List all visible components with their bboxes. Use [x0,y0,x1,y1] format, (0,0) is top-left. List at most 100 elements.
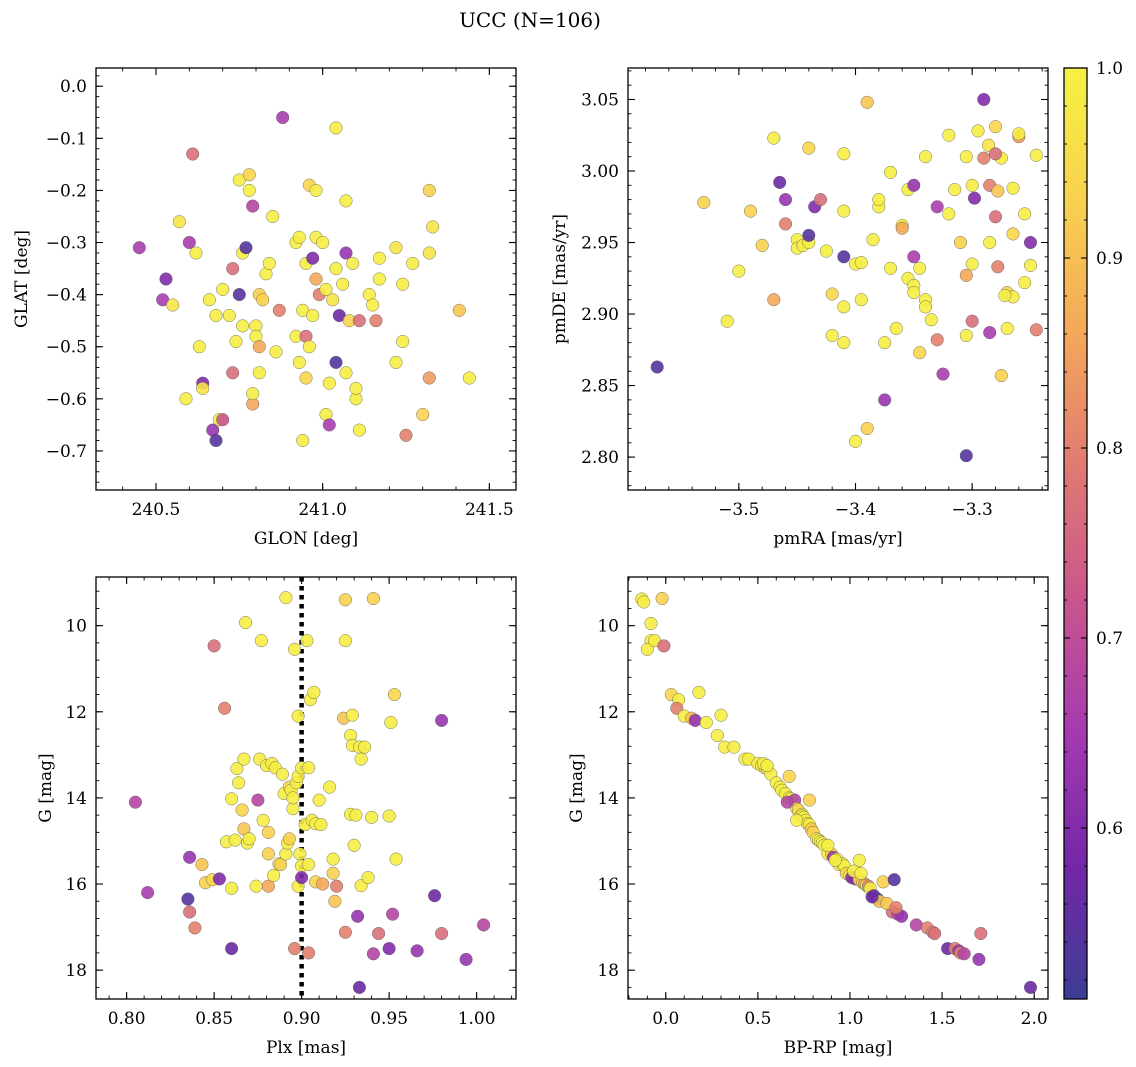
data-point [361,871,375,885]
data-point [266,209,280,223]
data-point [389,852,403,866]
data-point [251,793,265,807]
points [132,110,476,448]
data-point [959,329,973,343]
data-point [372,927,386,941]
data-point [462,371,476,385]
data-point [936,367,950,381]
data-point [854,293,868,307]
data-point [959,449,973,463]
data-point [895,221,909,235]
data-point [225,792,239,806]
y-tick-label: −0.2 [46,181,87,201]
axes-frame [95,576,517,1000]
data-point [300,634,314,648]
data-point [919,150,933,164]
data-point [889,901,903,915]
data-point [288,642,302,656]
data-point [837,204,851,218]
data-point [790,813,804,827]
data-point [802,228,816,242]
y-tick-label: −0.6 [46,390,87,410]
points [128,591,491,994]
data-point [288,942,302,956]
data-point [860,422,874,436]
data-point [372,272,386,286]
data-point [299,371,313,385]
data-point [225,942,239,956]
x-axis-label: Plx [mas] [266,1038,346,1058]
x-tick-label: 1.0 [836,1009,863,1029]
data-point [878,393,892,407]
x-tick-label: 0.85 [195,1009,233,1029]
x-tick-label: −3.5 [718,500,759,520]
panel-4: 0.0 0.5 1.0 1.5 2.0 10 12 14 16 18 BP-RP [mag] G [m… [567,576,1049,1058]
data-point [330,879,344,893]
data-point [865,890,879,904]
data-point [907,286,921,300]
data-point [410,944,424,958]
y-tick-label: 14 [597,789,619,809]
data-point [309,183,323,197]
data-point [186,147,200,161]
data-point [782,769,796,783]
y-tick-label: 14 [65,789,87,809]
x-axis-label: BP-RP [mag] [784,1038,893,1058]
data-point [182,235,196,249]
data-point [237,752,251,766]
data-point [989,210,1003,224]
data-point [884,165,898,179]
data-point [872,193,886,207]
data-point [989,120,1003,134]
data-point [399,428,413,442]
data-point [239,241,253,255]
y-axis-label: G [mag] [567,753,587,822]
y-tick-label: 2.95 [581,234,619,254]
data-point [913,261,927,275]
data-point [825,287,839,301]
data-point [396,335,410,349]
y-tick-label: 3.05 [581,90,619,110]
data-point [328,894,342,908]
data-point [256,293,270,307]
data-point [202,293,216,307]
data-point [347,838,361,852]
data-point [983,326,997,340]
data-point [249,879,263,893]
data-point [977,92,991,106]
figure-title: UCC (N=106) [459,8,601,32]
data-point [907,250,921,264]
data-point [336,277,350,291]
data-point [428,889,442,903]
data-point [854,866,868,880]
x-tick-label: 241.5 [465,500,514,520]
data-point [209,309,223,323]
data-point [697,195,711,209]
data-point [384,716,398,730]
data-point [195,858,209,872]
data-point [644,617,658,631]
data-point [302,858,316,872]
data-point [998,289,1012,303]
data-point [326,293,340,307]
data-point [239,616,253,630]
data-point [837,250,851,264]
data-point [235,803,249,817]
y-tick-label: 10 [597,617,619,637]
data-point [991,184,1005,198]
data-point [276,110,290,124]
y-axis-label: pmDE [mas/yr] [550,214,570,344]
data-point [338,925,352,939]
data-point [884,261,898,275]
data-point [854,256,868,270]
data-point [779,217,793,231]
data-point [655,592,669,606]
data-point [755,238,769,252]
data-point [435,927,449,941]
data-point [236,319,250,333]
data-point [767,293,781,307]
data-point [218,701,232,715]
data-point [909,918,923,932]
data-point [329,121,343,135]
y-tick-label: 3.00 [581,162,619,182]
